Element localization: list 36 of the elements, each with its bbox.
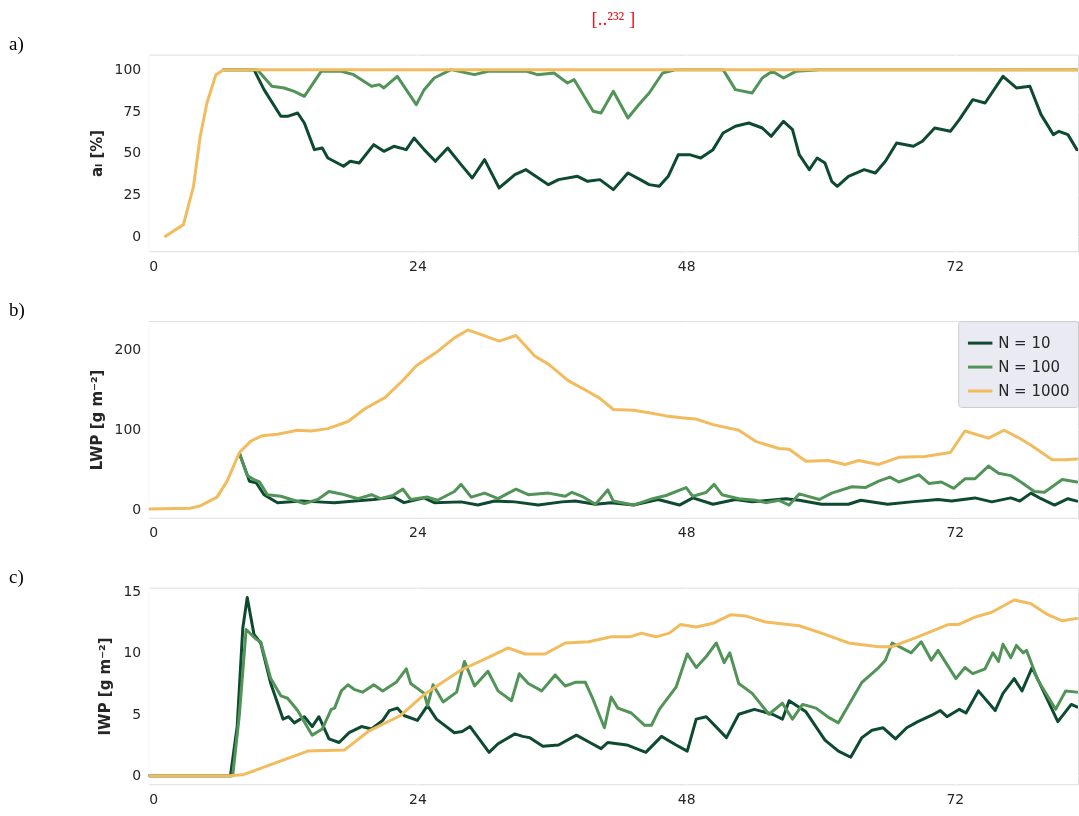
y-tick-label: 15 [123,582,142,599]
y-axis-title: IWP [g m⁻²] [96,637,115,736]
y-tick-label: 200 [114,341,142,358]
line-series [148,328,1078,511]
x-tick-label: 24 [409,257,427,274]
x-tick-label: 0 [149,257,159,274]
line-series [164,68,1078,238]
y-tick-label: 100 [114,61,142,78]
y-tick-label: 0 [132,767,142,784]
x-tick-label: 0 [149,524,159,541]
text: c) [8,565,24,588]
x-tick-label: 48 [677,524,696,541]
y-axis-title: LWP [g m⁻²] [87,369,106,471]
x-tick-label: 48 [677,790,696,807]
y-tick-label: 0 [132,500,142,517]
y-axis-title: aₗ [%] [87,129,106,178]
legend-label: N = 1000 [998,382,1070,401]
x-tick-label: 24 [409,524,427,541]
y-tick-label: 75 [123,102,142,119]
text: b) [8,299,25,322]
x-tick-label: 48 [677,257,696,274]
x-tick-label: 72 [946,524,965,541]
y-tick-label: 25 [123,186,142,203]
legend-label: N = 10 [998,334,1051,353]
x-tick-label: 72 [946,790,965,807]
x-tick-label: 24 [409,790,427,807]
y-tick-label: 5 [132,705,142,722]
x-tick-label: 0 [149,790,159,807]
legend-label: N = 100 [998,358,1060,377]
y-tick-label: 10 [123,644,142,661]
y-tick-label: 0 [132,227,142,244]
text: a) [8,32,24,55]
y-tick-label: 100 [114,420,142,437]
x-tick-label: 72 [946,257,965,274]
y-tick-label: 50 [123,144,142,161]
chart-title: [..²³² ] [591,7,636,29]
